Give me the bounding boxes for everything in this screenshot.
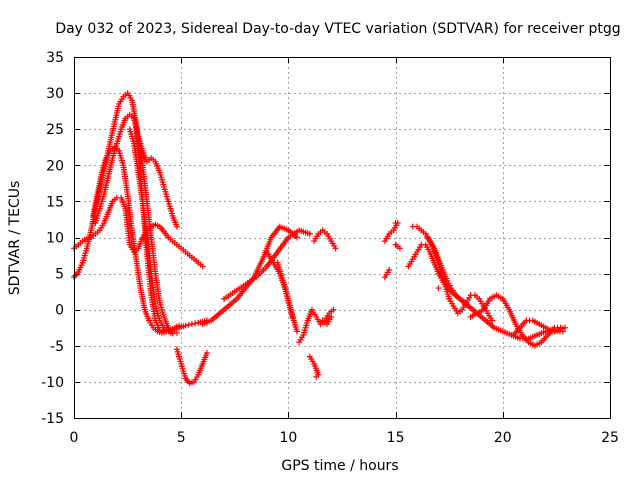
plot-frame <box>74 57 611 419</box>
data-point <box>306 230 313 237</box>
data-point <box>386 266 393 273</box>
data-point <box>185 321 192 328</box>
y-tick-label: 35 <box>46 50 64 66</box>
y-tick-label: 20 <box>46 158 64 174</box>
data-point <box>549 328 556 335</box>
data-point <box>396 245 403 252</box>
data-point <box>446 295 453 302</box>
data-point <box>392 220 399 227</box>
y-tick-label: -10 <box>41 375 64 391</box>
data-point <box>435 285 442 292</box>
data-point <box>313 373 320 380</box>
x-tick-label: 10 <box>279 430 297 446</box>
data-point <box>293 234 300 241</box>
data-point <box>552 327 559 334</box>
data-point <box>173 223 180 230</box>
data-point <box>182 322 189 329</box>
y-tick-label: 30 <box>46 86 64 102</box>
y-tick-label: 25 <box>46 122 64 138</box>
x-tick-label: 5 <box>177 430 186 446</box>
data-points <box>71 90 568 387</box>
data-point <box>561 324 568 331</box>
grid-lines <box>74 57 610 418</box>
data-point <box>328 313 335 320</box>
data-point <box>188 321 195 328</box>
y-tick-label: -5 <box>50 339 64 355</box>
data-point <box>330 306 337 313</box>
y-tick-label: 15 <box>46 194 64 210</box>
y-tick-label: 0 <box>55 303 64 319</box>
x-tick-label: 25 <box>601 430 619 446</box>
y-tick-label: 5 <box>55 267 64 283</box>
data-point <box>169 330 176 337</box>
x-tick-label: 0 <box>70 430 79 446</box>
data-point <box>176 322 183 329</box>
data-point <box>173 329 180 336</box>
y-axis-label: SDTVAR / TECUs <box>7 181 23 296</box>
axis-ticks: 0 5 10 15 20 25 -15 -10 -5 0 5 10 15 20 25 30 35 <box>41 50 619 446</box>
data-point <box>332 245 339 252</box>
y-tick-label: 10 <box>46 231 64 247</box>
data-point <box>203 350 210 357</box>
data-point <box>489 317 496 324</box>
data-point <box>199 263 206 270</box>
x-tick-label: 20 <box>494 430 512 446</box>
x-axis-label: GPS time / hours <box>281 458 398 474</box>
chart-title: Day 032 of 2023, Sidereal Day-to-day VTE… <box>55 21 620 37</box>
data-point <box>192 320 199 327</box>
y-tick-label: -15 <box>41 411 64 427</box>
data-point <box>293 328 300 335</box>
x-tick-label: 15 <box>387 430 405 446</box>
